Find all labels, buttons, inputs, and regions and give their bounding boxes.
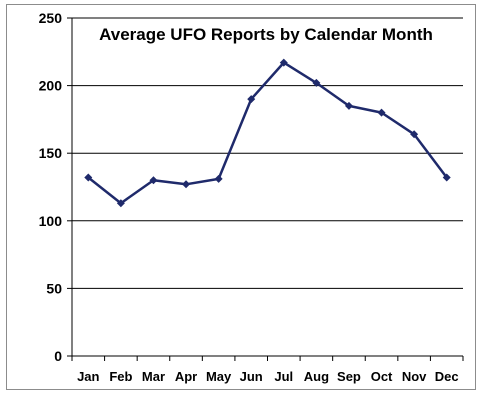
y-tick-label: 100 bbox=[39, 213, 63, 229]
data-point-marker bbox=[344, 101, 353, 110]
x-tick-label: Nov bbox=[402, 369, 427, 384]
data-point-marker bbox=[442, 173, 451, 182]
chart-frame bbox=[6, 4, 476, 390]
data-point-marker bbox=[149, 176, 158, 185]
y-tick-label: 200 bbox=[39, 78, 63, 94]
data-point-marker bbox=[312, 78, 321, 87]
data-point-marker bbox=[279, 58, 288, 67]
data-point-marker bbox=[116, 199, 125, 208]
x-tick-label: Jul bbox=[274, 369, 293, 384]
data-point-marker bbox=[410, 130, 419, 139]
x-tick-label: Feb bbox=[109, 369, 132, 384]
chart-title: Average UFO Reports by Calendar Month bbox=[99, 25, 433, 44]
y-axis-ticks: 0 50 100 150 200 250 bbox=[39, 10, 72, 364]
x-tick-label: Aug bbox=[304, 369, 329, 384]
axes bbox=[71, 18, 463, 357]
x-tick-label: Mar bbox=[142, 369, 165, 384]
series-line bbox=[87, 61, 448, 205]
y-tick-label: 0 bbox=[54, 348, 62, 364]
data-point-marker bbox=[247, 95, 256, 104]
x-axis-ticks: Jan Feb Mar Apr May Jun Jul Aug Sep Oct Nov Dec bbox=[71, 356, 464, 384]
y-tick-label: 150 bbox=[39, 145, 63, 161]
data-point-marker bbox=[214, 174, 223, 183]
x-tick-label: Oct bbox=[371, 369, 393, 384]
x-tick-label: Apr bbox=[175, 369, 197, 384]
y-tick-label: 250 bbox=[39, 10, 63, 26]
x-tick-label: May bbox=[206, 369, 232, 384]
series bbox=[84, 58, 451, 208]
data-point-marker bbox=[377, 108, 386, 117]
data-point-marker bbox=[84, 173, 93, 182]
data-point-marker bbox=[182, 180, 191, 189]
gridlines bbox=[72, 17, 463, 289]
x-tick-label: Sep bbox=[337, 369, 361, 384]
x-tick-label: Jan bbox=[77, 369, 99, 384]
x-tick-label: Jun bbox=[240, 369, 263, 384]
y-tick-label: 50 bbox=[46, 280, 62, 296]
x-tick-label: Dec bbox=[435, 369, 459, 384]
